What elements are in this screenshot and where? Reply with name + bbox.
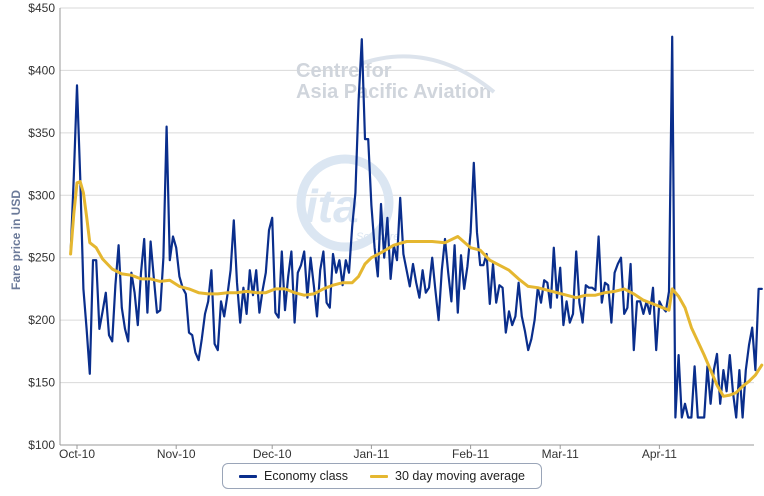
y-tick-label: $400 (28, 63, 55, 77)
y-tick-label: $450 (28, 1, 55, 15)
x-tick-label: Nov-10 (157, 447, 196, 461)
y-tick-label: $300 (28, 188, 55, 202)
x-axis-ticks: Oct-10 Nov-10 Dec-10 Jan-11 Feb-11 Mar-11 Apr-… (59, 445, 677, 461)
series-lines (69, 35, 764, 419)
watermark-logo-sub: Software (356, 231, 399, 243)
y-tick-label: $100 (28, 438, 55, 452)
watermark-line2: Asia Pacific Aviation (296, 81, 491, 103)
x-tick-label: Jan-11 (353, 447, 389, 461)
x-tick-label: Mar-11 (542, 447, 579, 461)
x-tick-label: Apr-11 (642, 447, 677, 461)
y-tick-label: $250 (28, 251, 55, 265)
legend-item-moving-average: 30 day moving average (370, 469, 525, 483)
watermark-line1: Centre for (296, 60, 392, 82)
legend-item-economy: Economy class (238, 469, 349, 483)
y-tick-label: $150 (28, 376, 55, 390)
y-axis-title: Fare price in USD (9, 190, 23, 290)
gridlines (60, 7, 754, 384)
y-axis-ticks: $100 $150 $200 $250 $300 $350 $400 $450 (28, 1, 55, 452)
legend-swatch-economy (238, 474, 257, 478)
x-tick-label: Oct-10 (59, 447, 95, 461)
x-tick-label: Feb-11 (452, 447, 489, 461)
axes (59, 8, 754, 446)
legend-label-economy: Economy class (263, 469, 349, 483)
series-line-moving-average (69, 180, 764, 398)
legend-swatch-moving-average (370, 474, 389, 478)
x-tick-label: Dec-10 (253, 447, 292, 461)
y-tick-label: $200 (28, 313, 55, 327)
legend: Economy class 30 day moving average (222, 463, 542, 489)
watermark-logo-icon (296, 154, 394, 252)
watermark: Centre for Asia Pacific Aviation ita Sof… (296, 54, 496, 252)
y-tick-label: $350 (28, 126, 55, 140)
legend-label-moving-average: 30 day moving average (395, 469, 525, 483)
watermark-logo-text: ita (305, 180, 359, 232)
watermark-swoosh-icon (359, 54, 496, 94)
